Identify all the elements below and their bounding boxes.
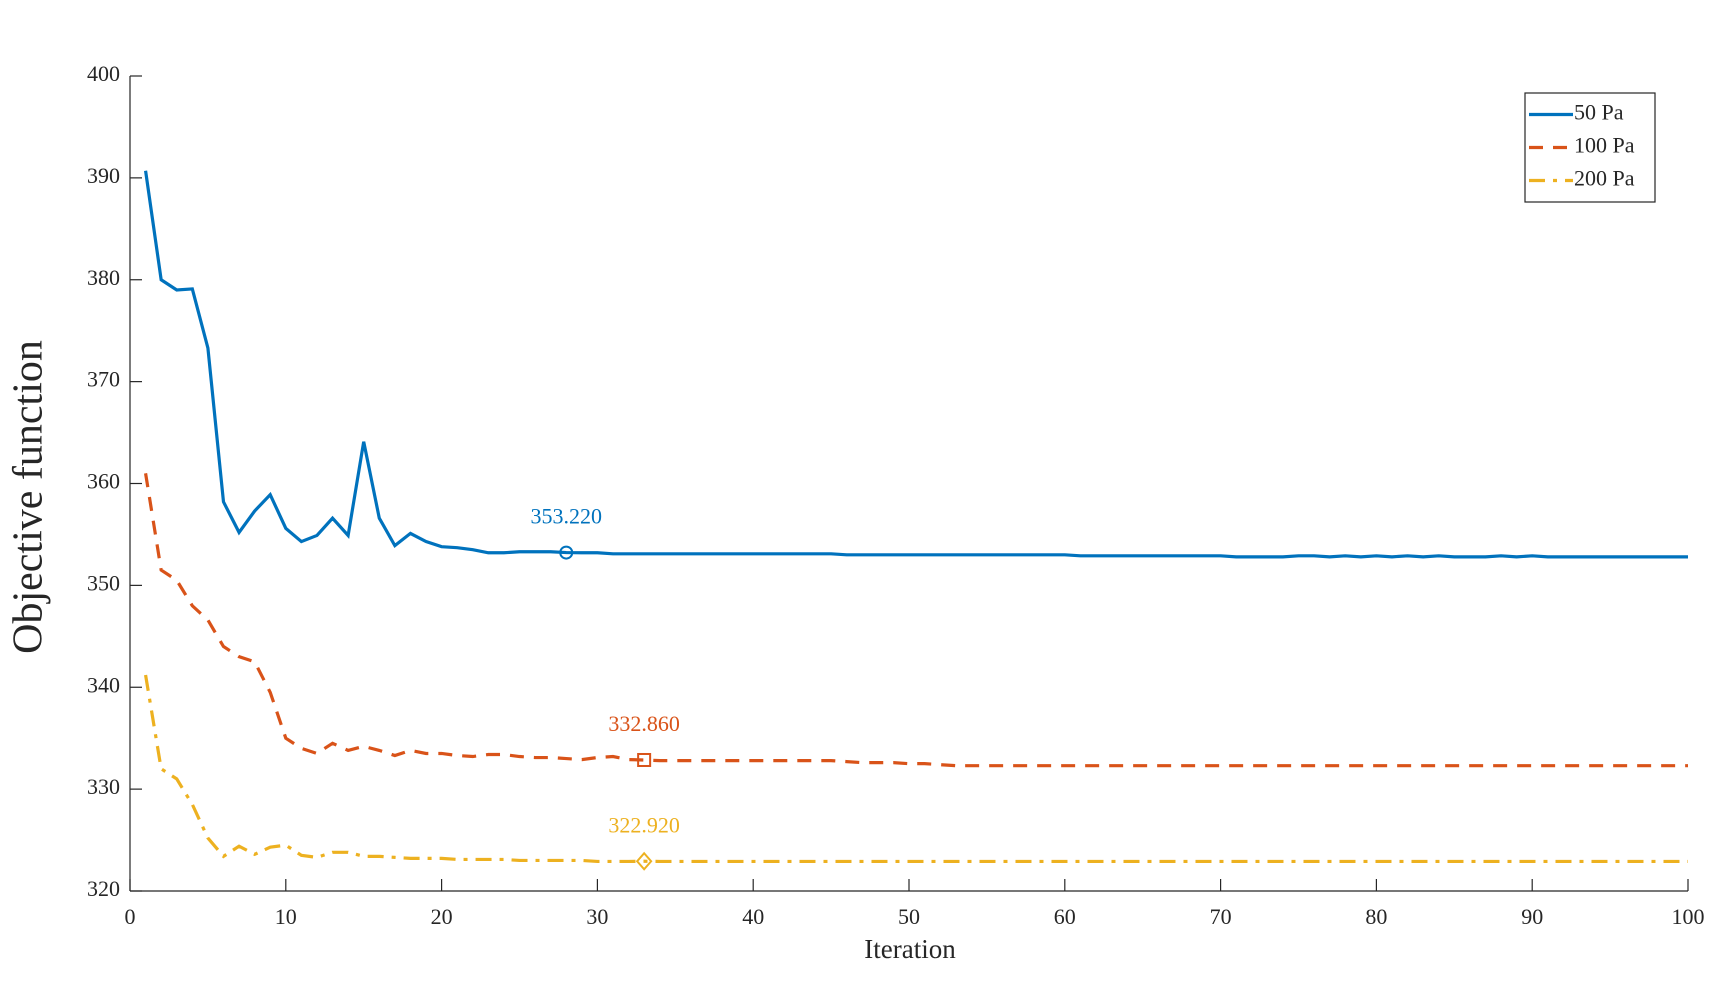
y-tick-label: 330: [87, 774, 120, 799]
x-tick-label: 70: [1210, 904, 1232, 929]
x-tick-label: 100: [1672, 904, 1705, 929]
x-tick-label: 60: [1054, 904, 1076, 929]
x-tick-label: 0: [125, 904, 136, 929]
annotation-label: 332.860: [608, 711, 680, 736]
annotation-marker: [637, 752, 652, 767]
x-tick-label: 50: [898, 904, 920, 929]
annotation-label: 353.220: [530, 504, 602, 529]
y-axis-label: Objective function: [6, 340, 52, 654]
annotation-marker: [635, 851, 653, 871]
y-tick-label: 380: [87, 265, 120, 290]
y-tick-label: 340: [87, 672, 120, 697]
x-tick-label: 30: [586, 904, 608, 929]
y-tick-label: 400: [87, 61, 120, 86]
legend-label: 100 Pa: [1574, 133, 1635, 158]
legend-label: 50 Pa: [1574, 100, 1624, 125]
x-tick-label: 40: [742, 904, 764, 929]
legend-box: [1524, 92, 1656, 203]
annotation-marker: [559, 545, 574, 560]
x-axis-label: Iteration: [864, 934, 956, 964]
y-tick-label: 390: [87, 163, 120, 188]
series-line: [143, 170, 1688, 559]
annotation-label: 322.920: [608, 812, 680, 837]
series-line: [144, 473, 1688, 768]
x-tick-label: 80: [1365, 904, 1387, 929]
y-tick-label: 360: [87, 469, 120, 494]
y-tick-label: 320: [87, 876, 120, 901]
series-line: [144, 674, 1688, 864]
x-tick-label: 20: [431, 904, 453, 929]
x-tick-label: 10: [275, 904, 297, 929]
x-tick-label: 90: [1521, 904, 1543, 929]
y-tick-label: 350: [87, 570, 120, 595]
legend-label: 200 Pa: [1574, 166, 1635, 191]
y-tick-label: 370: [87, 367, 120, 392]
